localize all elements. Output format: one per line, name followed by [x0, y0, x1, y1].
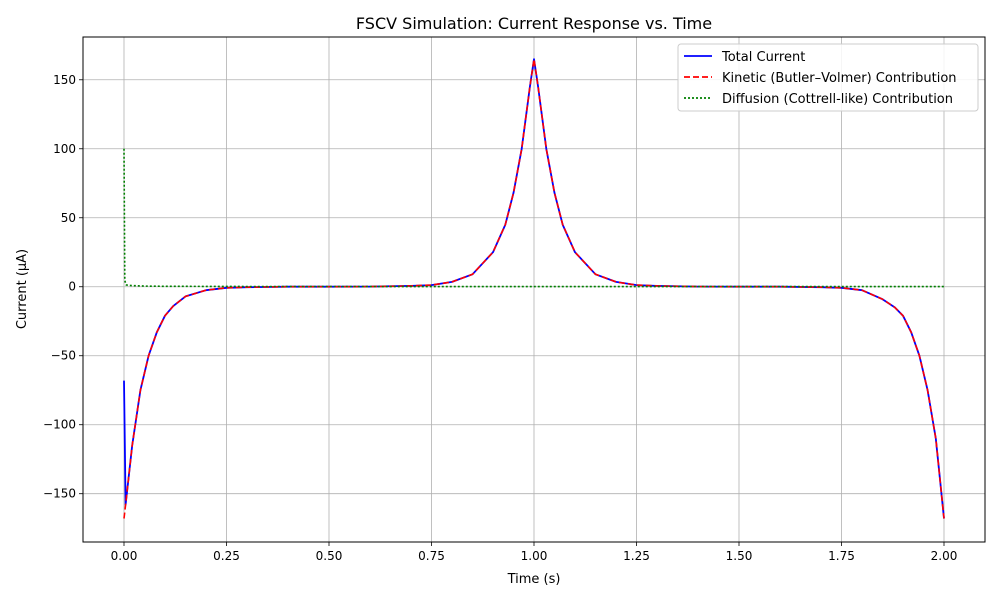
- x-tick-label: 0.50: [316, 549, 343, 563]
- x-tick-label: 0.75: [418, 549, 445, 563]
- x-tick-label: 1.00: [521, 549, 548, 563]
- x-tick-label: 1.75: [828, 549, 855, 563]
- legend-label-1: Total Current: [721, 50, 805, 65]
- y-axis-label: Current (μA): [15, 249, 30, 329]
- y-tick-label: 0: [68, 280, 76, 294]
- ticks: 0.00 0.25 0.50 0.75 1.00 1.25 1.50 1.75 2.00 −150…: [43, 73, 957, 563]
- legend-box: [677, 43, 979, 112]
- legend: Total Current Kinetic (Butler–Volmer) Con…: [677, 43, 979, 112]
- x-tick-label: 2.00: [931, 549, 958, 563]
- legend-label-3: Diffusion (Cottrell-like) Contribution: [722, 92, 953, 107]
- y-tick-label: 150: [53, 73, 76, 87]
- x-tick-label: 0.00: [111, 549, 138, 563]
- y-tick-label: −150: [43, 487, 76, 501]
- x-tick-label: 0.25: [213, 549, 240, 563]
- x-tick-label: 1.25: [623, 549, 650, 563]
- chart-title: FSCV Simulation: Current Response vs. Ti…: [356, 14, 712, 33]
- grid: [83, 37, 985, 542]
- legend-label-2: Kinetic (Butler–Volmer) Contribution: [722, 71, 957, 86]
- y-tick-label: −100: [43, 418, 76, 432]
- y-tick-label: 50: [61, 211, 76, 225]
- x-tick-label: 1.50: [726, 549, 753, 563]
- series-line-2: [123, 58, 945, 519]
- y-tick-label: −50: [51, 349, 76, 363]
- y-tick-label: 100: [53, 142, 76, 156]
- series-layer: [123, 58, 945, 519]
- x-axis-label: Time (s): [507, 572, 561, 587]
